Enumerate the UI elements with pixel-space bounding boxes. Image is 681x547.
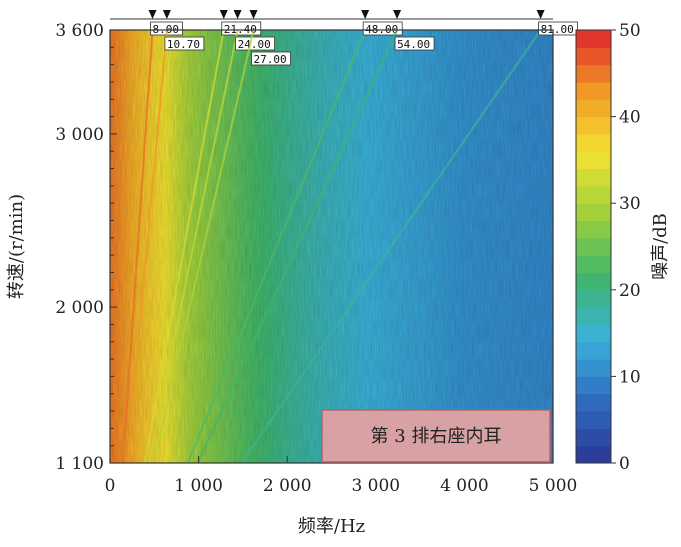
colorbar-step xyxy=(576,255,611,273)
order-label-box-24.00 xyxy=(235,36,275,51)
colorbar-step xyxy=(576,324,611,343)
order-label-27.00: 27.00 xyxy=(254,53,287,66)
colorbar-step xyxy=(576,203,611,222)
order-label-box-48.00 xyxy=(362,21,403,36)
order-line-8.00 xyxy=(121,29,154,464)
colorbar-tick-label: 50 xyxy=(619,21,641,41)
colorbar-step xyxy=(576,151,611,170)
heatmap-texture xyxy=(110,30,553,463)
x-tick-label: 2 000 xyxy=(263,476,312,496)
colorbar-step xyxy=(576,393,611,412)
annotation-rect xyxy=(321,409,551,463)
colorbar-step xyxy=(576,341,611,360)
colorbar-step xyxy=(576,307,611,325)
colorbar-frame xyxy=(575,29,612,464)
order-line-48.00 xyxy=(187,29,367,464)
x-tick-label: 0 xyxy=(105,476,116,496)
order-label-24.00: 24.00 xyxy=(238,38,271,51)
order-marker-21.40 xyxy=(219,10,228,19)
order-marker-54.00 xyxy=(393,10,402,19)
x-tick-label: 4 000 xyxy=(440,476,489,496)
y-tick-label: 1 100 xyxy=(55,454,104,474)
colorbar-step xyxy=(576,220,611,239)
order-label-box-54.00 xyxy=(394,36,435,51)
order-marker-8.00 xyxy=(148,10,157,19)
order-line-54.00 xyxy=(196,29,398,464)
x-tick-label: 3 000 xyxy=(351,476,400,496)
order-marker-10.70 xyxy=(162,10,171,19)
colorbar-step xyxy=(576,81,611,100)
colorbar-step xyxy=(576,272,611,291)
x-axis-title: 频率/Hz xyxy=(298,516,365,537)
order-label-box-27.00 xyxy=(251,51,291,66)
order-marker-81.00 xyxy=(536,10,545,19)
colorbar-tick-label: 40 xyxy=(619,108,641,128)
x-tick-label: 5 000 xyxy=(529,476,578,496)
order-label-box-21.40 xyxy=(221,21,262,36)
annotation-box: 第 3 排右座内耳 xyxy=(321,409,551,463)
order-marker-27.00 xyxy=(249,10,258,19)
colorbar-step xyxy=(576,99,611,118)
colorbar-step xyxy=(576,289,611,308)
plot-frame xyxy=(109,29,554,464)
order-label-10.70: 10.70 xyxy=(167,38,200,51)
order-line-21.40 xyxy=(143,29,225,464)
colorbar-step xyxy=(576,359,611,377)
colorbar-tick-label: 30 xyxy=(619,194,641,214)
order-line-10.70 xyxy=(126,29,168,464)
colorbar-step xyxy=(576,116,611,135)
colorbar-step xyxy=(576,376,611,395)
order-label-box-81.00 xyxy=(538,21,578,36)
colorbar-step xyxy=(576,64,611,83)
order-marker-24.00 xyxy=(233,10,242,19)
colorbar-step xyxy=(576,428,611,447)
order-line-81.00 xyxy=(240,29,542,464)
colorbar-step xyxy=(576,445,611,464)
colorbar: 0 10 20 30 40 50 xyxy=(575,21,641,474)
colorbar-step xyxy=(576,411,611,429)
colorbar-title: 噪声/dB xyxy=(650,213,671,280)
colorbar-step xyxy=(576,47,611,66)
order-label-box-10.70 xyxy=(164,36,205,51)
heatmap-area xyxy=(110,30,553,463)
order-label-81.00: 81.00 xyxy=(541,23,574,36)
x-tick-label: 1 000 xyxy=(174,476,223,496)
colorbar-tick-label: 0 xyxy=(619,454,630,474)
order-label-54.00: 54.00 xyxy=(397,38,430,51)
order-line-24.00 xyxy=(148,29,239,464)
colorbar-step xyxy=(576,133,611,152)
colorbar-tick-label: 20 xyxy=(619,281,641,301)
order-line-27.00 xyxy=(152,29,255,464)
colorbar-step xyxy=(576,30,611,48)
y-tick-label: 3 600 xyxy=(55,21,104,41)
axes: 0 1 000 2 000 3 000 4 000 5 000 1 100 2 000 3 00… xyxy=(55,18,578,496)
colorbar-step xyxy=(576,168,611,187)
colorbar-tick-label: 10 xyxy=(619,367,641,387)
colorbar-step xyxy=(576,237,611,256)
y-tick-label: 3 000 xyxy=(55,125,104,145)
colorbar-step xyxy=(576,185,611,204)
order-marker-48.00 xyxy=(361,10,370,19)
y-axis-title: 转速/(r/min) xyxy=(6,194,27,299)
annotation-text: 第 3 排右座内耳 xyxy=(371,426,502,447)
y-tick-label: 2 000 xyxy=(55,298,104,318)
